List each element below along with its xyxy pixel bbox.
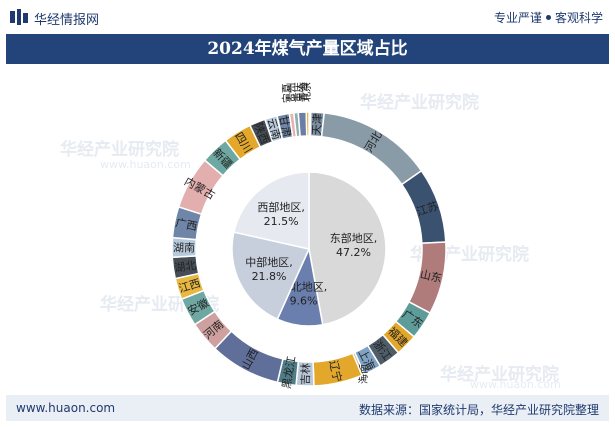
outer-slice-label: 江西: [177, 277, 202, 296]
watermark-text: 华经产业研究院: [360, 93, 479, 113]
data-source: 数据来源：国家统计局，华经产业研究院整理: [358, 403, 599, 417]
outer-slice-label: 辽宁: [327, 359, 345, 383]
outer-slice-label: 山东: [419, 268, 443, 285]
outer-slice-label: 海南: [357, 364, 370, 384]
chart-title: 2024年煤气产量区域占比: [207, 39, 408, 59]
outer-slice-label: 湖北: [173, 259, 197, 275]
inner-slice-label: 东部地区,: [330, 231, 378, 245]
inner-slice-value: 21.5%: [264, 215, 299, 228]
outer-slice-label: 甘肃: [276, 114, 293, 138]
slogan-left: 专业严谨: [493, 11, 542, 25]
outer-slice-label: 吉林: [298, 363, 313, 385]
outer-slice-label: 宁夏: [280, 83, 293, 103]
brand-name: 华经情报网: [34, 13, 100, 28]
bullet-icon: [545, 15, 551, 20]
slogan-right: 客观科学: [554, 11, 603, 25]
slogan: 专业严谨 客观科学: [494, 9, 603, 26]
outer-slice-label: 贵州: [285, 83, 298, 103]
outer-slice: [305, 111, 310, 137]
outer-slice-label: 黑龙江: [280, 355, 298, 390]
outer-slice-label: 重庆: [292, 82, 305, 102]
outer-slice-label: 广西: [174, 216, 198, 233]
watermark-url: www.huaon.com: [470, 378, 561, 391]
donut-chart: 东部地区,47.2%东北地区,9.6%中部地区,21.8%西部地区,21.5%北…: [171, 82, 447, 390]
inner-slice-label: 中部地区,: [245, 255, 293, 269]
inner-slice-value: 9.6%: [290, 294, 318, 307]
inner-slice: [308, 171, 387, 326]
logo-icon: [10, 9, 28, 25]
inner-slice-label: 西部地区,: [257, 200, 305, 214]
inner-slice: [232, 171, 310, 250]
outer-slice-label: 青海: [298, 82, 311, 102]
inner-slice: [231, 231, 311, 321]
footer-bar: www.huaon.com 数据来源：国家统计局，华经产业研究院整理: [6, 395, 609, 421]
watermark-text: 华经产业研究院: [440, 365, 559, 385]
outer-slice-label: 北京: [300, 82, 313, 102]
header-bar: 华经情报网 专业严谨 客观科学: [0, 0, 615, 34]
watermark-text: 华经产业研究院: [60, 140, 179, 160]
inner-slice-value: 21.8%: [252, 270, 287, 283]
site-url: www.huaon.com: [16, 401, 116, 415]
outer-slice-label: 湖南: [173, 241, 195, 254]
outer-slice-label: 天津: [310, 113, 324, 136]
watermark-url: www.huaon.com: [100, 158, 191, 171]
inner-slice-value: 47.2%: [336, 246, 371, 259]
title-bar: 2024年煤气产量区域占比: [6, 34, 609, 64]
outer-slice: [297, 111, 308, 138]
